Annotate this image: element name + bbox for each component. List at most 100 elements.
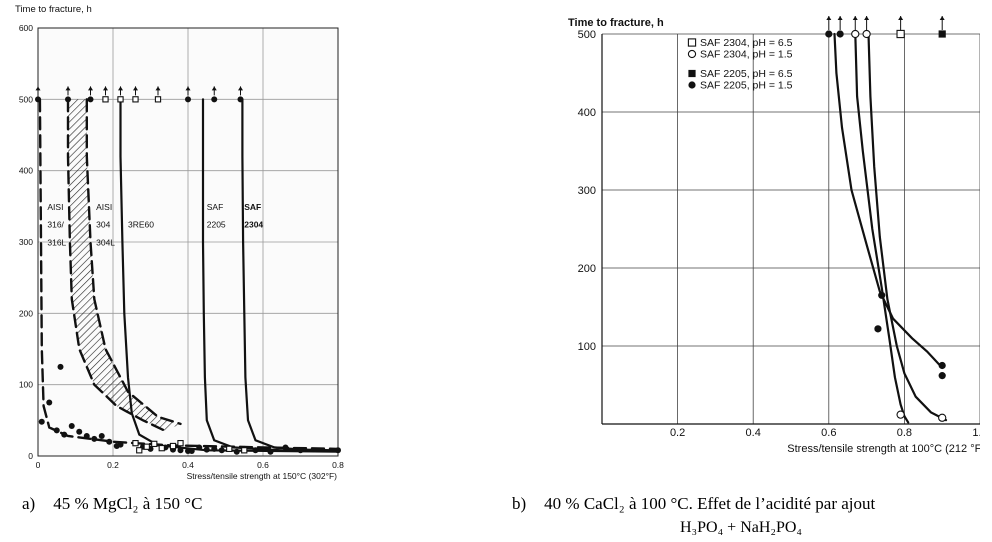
chart-b-ytick: 200 <box>578 263 596 275</box>
chart-a-xtick: 0.2 <box>107 460 119 470</box>
caption-a-letter: a) <box>22 494 36 513</box>
chart-a-arrow <box>185 86 191 96</box>
chart-a-ytick: 500 <box>19 94 33 104</box>
chart-a-arrow <box>238 86 243 96</box>
chart-a-point <box>297 447 304 454</box>
chart-a-arrow <box>118 86 123 96</box>
chart-b-xlabel: Stress/tensile strength at 100°C (212 °F… <box>787 443 980 455</box>
chart-a-point <box>35 96 41 103</box>
chart-a: 0 100 200 300 400 500 600 0 0.2 0.4 0.6 0.8 AISI 316… <box>15 4 344 481</box>
chart-b-point <box>938 372 946 380</box>
caption-a-text: 45 % MgCl₂ à 150 °C <box>53 494 203 513</box>
chart-a-point <box>151 440 158 448</box>
chart-b-point <box>851 29 860 39</box>
chart-b-point <box>878 291 886 299</box>
chart-a-point <box>188 448 195 455</box>
chart-a-point <box>241 447 248 454</box>
chart-a-annotation: SAF <box>207 202 224 212</box>
chart-a-point <box>154 96 162 103</box>
chart-a-point <box>91 435 98 442</box>
chart-a-arrow <box>211 86 217 96</box>
chart-b-xtick: 0.2 <box>670 427 685 439</box>
chart-b-point <box>938 30 946 38</box>
chart-a-annotation: 2205 <box>207 220 226 230</box>
chart-a-point <box>102 96 109 103</box>
chart-a-annotation: AISI <box>47 202 63 212</box>
chart-b-ytick: 500 <box>578 29 596 41</box>
chart-a-point <box>282 444 289 451</box>
chart-b-arrow <box>864 16 870 30</box>
chart-a-point <box>57 363 64 370</box>
chart-b-arrow <box>826 16 832 30</box>
chart-a-curve-1 <box>85 98 182 426</box>
chart-b-ytick: 100 <box>578 341 596 353</box>
chart-b-xtick: 0.8 <box>897 427 912 439</box>
chart-b-xtick: 1.0 <box>972 427 980 439</box>
chart-a-annotation: 3RE60 <box>128 220 154 230</box>
chart-a-arrow <box>133 86 138 96</box>
chart-a-annotation: 316/ <box>47 220 64 230</box>
chart-a-point <box>169 442 177 450</box>
chart-a-arrow <box>35 86 41 96</box>
chart-b-legend-marker <box>688 69 696 78</box>
chart-b-point <box>896 29 905 39</box>
chart-b-legend-marker <box>688 81 696 89</box>
chart-a-point <box>158 445 165 452</box>
chart-a-point <box>136 447 143 454</box>
chart-a-arrow <box>88 86 93 96</box>
chart-b-curve-0 <box>833 32 944 369</box>
chart-a-point <box>252 447 259 454</box>
chart-a-ytick: 200 <box>19 308 33 318</box>
chart-b-legend-label: SAF 2205, pH = 6.5 <box>700 68 793 80</box>
chart-a-point <box>267 448 274 455</box>
chart-b-legend-label: SAF 2205, pH = 1.5 <box>700 80 793 92</box>
chart-a-frame <box>37 27 339 457</box>
chart-a-point <box>61 431 68 438</box>
chart-b-legend-label: SAF 2304, pH = 6.5 <box>700 37 793 49</box>
chart-b-ylabel: Time to fracture, h <box>568 17 664 29</box>
chart-b-point <box>938 413 947 422</box>
chart-b-legend-marker <box>687 49 697 59</box>
chart-b-curve-1 <box>854 32 910 424</box>
chart-b-point <box>862 29 871 39</box>
chart-a-arrow <box>155 86 161 96</box>
chart-a-point <box>87 96 94 103</box>
chart-a-ytick: 400 <box>19 166 33 176</box>
chart-b-point <box>836 30 844 38</box>
chart-b-arrow <box>837 16 843 30</box>
chart-a-point <box>211 96 218 103</box>
chart-a-arrow <box>103 86 108 96</box>
chart-a-annotation: 316L <box>47 238 66 248</box>
chart-a-ytick: 300 <box>19 237 33 247</box>
chart-a-annotation: 304 <box>96 220 110 230</box>
chart-a-point <box>218 447 225 454</box>
chart-b-curve-2 <box>867 32 948 422</box>
chart-a-annotation: AISI <box>96 202 112 212</box>
caption-b-line2: H₃PO₄ + NaH₂PO₄ <box>680 519 803 536</box>
chart-a-xtick: 0.4 <box>182 460 194 470</box>
caption-b: b) 40 % CaCl₂ à 100 °C. Effet de l’acidit… <box>512 494 875 514</box>
chart-a-point <box>65 96 71 103</box>
chart-a-point <box>335 447 341 454</box>
chart-b-xtick: 0.6 <box>821 427 836 439</box>
chart-a-point <box>46 399 53 406</box>
chart-b-point <box>896 410 905 419</box>
chart-b-ytick: 300 <box>578 185 596 197</box>
chart-b-xtick: 0.4 <box>746 427 761 439</box>
chart-a-arrow <box>65 86 71 96</box>
chart-b-point <box>938 361 946 370</box>
chart-a-point <box>68 423 75 430</box>
caption-a: a) 45 % MgCl₂ à 150 °C <box>22 494 202 514</box>
chart-a-point <box>117 96 124 103</box>
chart-a-point <box>177 447 184 454</box>
chart-a-point <box>132 440 139 447</box>
chart-a-point <box>53 427 60 434</box>
chart-a-curve-3 <box>119 98 340 453</box>
chart-a-ytick: 0 <box>28 451 33 461</box>
chart-a-annotation: 2304 <box>244 220 263 230</box>
chart-b-arrow <box>939 16 945 30</box>
chart-a-point <box>185 96 191 103</box>
chart-a-point <box>98 433 105 440</box>
chart-a-point <box>76 428 83 435</box>
